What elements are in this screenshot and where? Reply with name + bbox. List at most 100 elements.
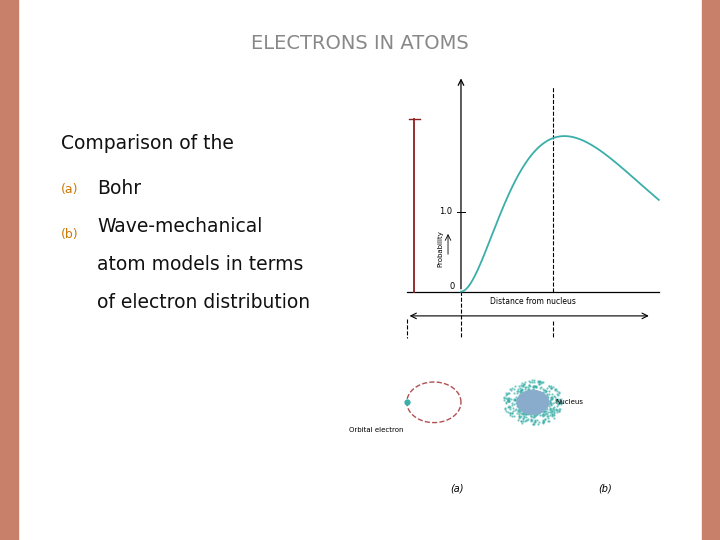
Point: [544, 416, 555, 425]
Point: [553, 399, 564, 408]
Point: [529, 416, 541, 425]
Point: [527, 383, 539, 391]
Point: [509, 396, 521, 404]
Point: [525, 410, 536, 418]
Point: [536, 407, 548, 415]
Point: [536, 402, 548, 410]
Point: [518, 403, 529, 412]
Text: (a): (a): [451, 484, 464, 494]
Point: [534, 387, 545, 396]
Point: [513, 401, 524, 410]
Point: [534, 380, 545, 388]
Point: [523, 408, 534, 417]
Point: [523, 381, 534, 389]
Point: [508, 389, 520, 397]
Point: [552, 402, 563, 411]
Point: [516, 412, 527, 421]
Point: [537, 406, 549, 415]
Point: [543, 402, 554, 410]
Point: [525, 401, 536, 410]
Point: [515, 391, 526, 400]
Point: [539, 394, 550, 402]
Point: [500, 394, 512, 402]
Point: [508, 411, 520, 420]
Point: [546, 394, 558, 403]
Point: [507, 407, 518, 415]
Point: [554, 399, 565, 407]
Point: [518, 402, 530, 411]
Point: [526, 376, 538, 384]
Point: [537, 412, 549, 421]
Point: [517, 394, 528, 402]
Point: [510, 382, 521, 390]
Point: [526, 378, 537, 387]
Point: [538, 399, 549, 408]
Point: [531, 415, 543, 424]
Point: [502, 396, 513, 405]
Point: [550, 395, 562, 403]
Point: [515, 406, 526, 415]
Point: [500, 407, 512, 415]
Point: [538, 417, 549, 426]
Point: [503, 397, 514, 406]
Point: [518, 396, 530, 404]
Point: [530, 407, 541, 416]
Point: [517, 395, 528, 404]
Point: [532, 378, 544, 387]
Point: [534, 410, 546, 419]
Point: [522, 415, 534, 423]
Point: [541, 387, 552, 396]
Point: [516, 409, 527, 417]
Point: [532, 420, 544, 428]
Point: [523, 400, 535, 409]
Point: [550, 384, 562, 393]
Point: [513, 382, 524, 390]
Point: [523, 400, 534, 408]
Point: [544, 406, 555, 414]
Point: [505, 409, 516, 418]
Point: [543, 389, 554, 398]
Point: [510, 396, 521, 404]
Point: [529, 407, 541, 416]
Point: [504, 404, 516, 413]
Point: [528, 410, 540, 419]
Point: [516, 406, 528, 414]
Point: [543, 408, 554, 416]
Point: [521, 401, 532, 409]
Point: [537, 387, 549, 396]
Point: [513, 397, 524, 406]
Point: [535, 382, 546, 391]
Point: [513, 412, 524, 421]
Point: [533, 376, 544, 385]
Point: [528, 420, 539, 428]
Point: [518, 402, 529, 410]
Point: [552, 390, 564, 399]
Point: [528, 388, 539, 397]
Point: [545, 399, 557, 408]
Point: [531, 410, 543, 418]
Point: [504, 385, 516, 394]
Point: [538, 378, 549, 387]
Point: [526, 416, 537, 425]
Point: [513, 384, 524, 393]
Point: [506, 408, 518, 417]
Point: [521, 406, 532, 415]
Point: [503, 388, 514, 397]
Point: [516, 409, 528, 417]
Point: [531, 389, 542, 398]
Point: [503, 396, 515, 405]
Point: [516, 387, 527, 396]
Point: [547, 403, 559, 412]
Point: [526, 395, 537, 404]
Point: [524, 404, 536, 413]
Point: [526, 386, 538, 394]
Point: [513, 387, 524, 396]
Point: [500, 403, 511, 412]
Point: [516, 378, 528, 387]
Point: [502, 395, 513, 403]
Point: [541, 384, 553, 393]
Point: [514, 383, 526, 392]
Point: [553, 407, 564, 415]
Point: [532, 393, 544, 401]
Point: [518, 408, 530, 416]
